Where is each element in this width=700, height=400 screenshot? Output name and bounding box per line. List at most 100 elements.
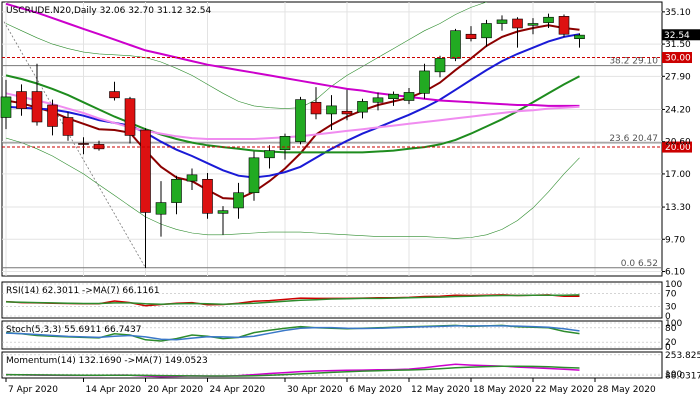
stoch-panel-border — [1, 320, 663, 350]
candle-body — [264, 150, 275, 159]
candle — [341, 89, 353, 121]
candle-body — [186, 174, 198, 182]
rsi-lines — [5, 294, 580, 307]
price-grid — [2, 2, 662, 276]
panel-tick-label: 0 — [665, 312, 671, 322]
fib-level-label: 38.2 29.10 — [609, 57, 658, 67]
candle-body — [155, 202, 167, 215]
candle — [62, 112, 74, 141]
candle — [202, 173, 213, 219]
fib-level-label: 23.6 20.47 — [609, 134, 658, 144]
panel-tick-label: 253.8259 — [665, 351, 700, 361]
candle — [527, 18, 539, 35]
candle — [140, 128, 151, 268]
price-tick-label: 27.90 — [665, 72, 691, 82]
time-tick-label: 22 May 2020 — [535, 385, 594, 395]
candle-body — [450, 30, 461, 59]
candle-body — [419, 70, 430, 94]
candle-body — [574, 34, 585, 40]
panel-tick-label: 70 — [665, 290, 677, 300]
candle-body — [403, 92, 415, 101]
candle-body — [62, 117, 74, 136]
candle — [357, 98, 368, 119]
bollinger-band-line — [5, 137, 580, 239]
candle-body — [217, 210, 229, 214]
candle — [574, 33, 585, 48]
candle-body — [465, 33, 477, 40]
candle-body — [341, 110, 353, 115]
time-tick-label: 12 May 2020 — [411, 385, 470, 395]
last-price-value: 32.54 — [664, 31, 690, 41]
candle — [264, 145, 275, 169]
candle-body — [357, 101, 368, 113]
last-price-box — [662, 29, 700, 41]
price-tick-label: 9.70 — [665, 235, 685, 245]
candle-body — [109, 91, 120, 99]
candle — [233, 182, 244, 219]
candles — [0, 13, 585, 268]
last-price-label: 32.54 — [662, 29, 700, 41]
candle — [124, 96, 136, 144]
moving-average-line — [5, 2, 580, 107]
candle-body — [558, 16, 570, 35]
candle-body — [202, 178, 213, 214]
candle — [326, 95, 337, 131]
candle-body — [527, 23, 539, 26]
candle — [93, 140, 105, 151]
momentum-lines — [5, 363, 580, 378]
candle — [186, 168, 198, 191]
candle — [310, 87, 322, 120]
candle — [558, 14, 570, 37]
candle — [481, 19, 492, 47]
panel-tick-label: 80 — [665, 324, 677, 334]
fibonacci-levels: 38.2 29.10 23.6 20.47 0.0 6.52 — [2, 21, 662, 269]
panel-tick-label: 30 — [665, 302, 677, 312]
candle — [434, 55, 446, 78]
time-tick-label: 6 May 2020 — [349, 385, 402, 395]
candle — [16, 84, 27, 116]
candle — [279, 133, 291, 160]
candle-body — [233, 192, 244, 209]
time-tick-label: 14 Apr 2020 — [86, 385, 142, 395]
candle-body — [496, 19, 508, 24]
candle-body — [372, 97, 384, 103]
price-panel-border — [1, 1, 663, 277]
indicator-line — [5, 325, 580, 341]
candle-body — [481, 23, 492, 39]
price-tick-label: 6.10 — [665, 268, 685, 278]
candle — [47, 99, 58, 136]
stoch-header: Stoch(5,3,3) 55.6911 66.7437 — [6, 325, 141, 335]
candle — [248, 151, 260, 201]
price-tick-label: 35.10 — [665, 8, 691, 18]
price-tick-label: 17.00 — [665, 170, 691, 180]
candle-body — [326, 105, 337, 115]
candle — [109, 81, 120, 101]
stoch-lines — [5, 324, 580, 342]
candle — [419, 63, 430, 99]
indicator-line — [5, 365, 580, 377]
panel-tick-label: 100 — [665, 280, 682, 290]
candle-body — [248, 157, 260, 194]
candle — [372, 92, 384, 111]
candle — [496, 15, 508, 31]
price-tick-label: 24.20 — [665, 105, 691, 115]
panel-tick-label: 100 — [665, 319, 682, 329]
candle-body — [31, 91, 43, 123]
candle — [543, 13, 554, 28]
time-tick-label: 18 May 2020 — [473, 385, 532, 395]
candle-body — [47, 104, 58, 127]
bollinger-bands — [5, 2, 580, 239]
candle — [155, 181, 167, 237]
moving-average-line — [5, 33, 580, 179]
fib-level-label: 0.0 6.52 — [621, 259, 658, 269]
moving-average-line — [5, 74, 580, 154]
resistance-label: 20.00 — [665, 143, 691, 153]
panel-tick-label: 20 — [665, 338, 677, 348]
candle — [295, 96, 306, 145]
candle-body — [543, 16, 554, 23]
candle — [171, 175, 182, 215]
